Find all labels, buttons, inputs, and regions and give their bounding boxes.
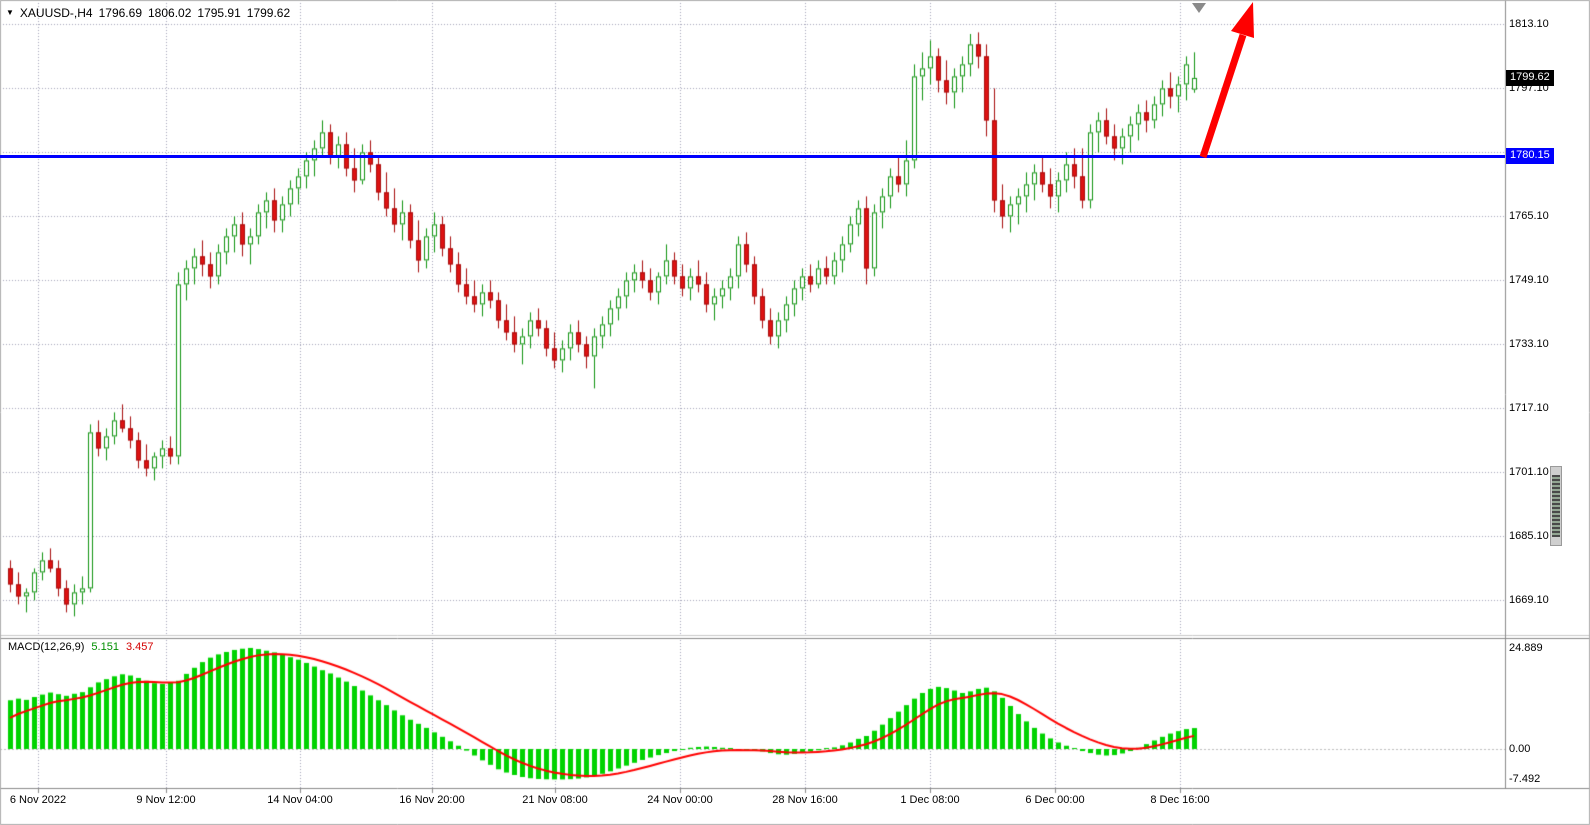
horizontal-line-object[interactable] bbox=[0, 155, 1505, 158]
macd-indicator-title: MACD(12,26,9) bbox=[8, 641, 85, 653]
ohlc-open-value: 1796.69 bbox=[98, 6, 142, 20]
chart-info-line: ▼ XAUUSD-,H4 1796.69 1806.02 1795.91 179… bbox=[6, 6, 290, 20]
hline-price-label: 1780.15 bbox=[1506, 148, 1554, 164]
current-price-label: 1799.62 bbox=[1506, 70, 1554, 86]
ohlc-high-value: 1806.02 bbox=[148, 6, 192, 20]
macd-info-line: MACD(12,26,9) 5.151 3.457 bbox=[8, 641, 153, 653]
mini-scrollbar[interactable] bbox=[1550, 466, 1562, 546]
ohlc-low-value: 1795.91 bbox=[197, 6, 241, 20]
scrollbar-thumb[interactable] bbox=[1552, 475, 1560, 537]
symbol-dropdown-icon[interactable]: ▼ bbox=[6, 8, 14, 17]
macd-signal-value: 3.457 bbox=[125, 641, 154, 653]
macd-main-value: 5.151 bbox=[91, 641, 119, 653]
ohlc-close-value: 1799.62 bbox=[246, 6, 291, 20]
symbol-period-label: XAUUSD-,H4 bbox=[19, 6, 93, 20]
